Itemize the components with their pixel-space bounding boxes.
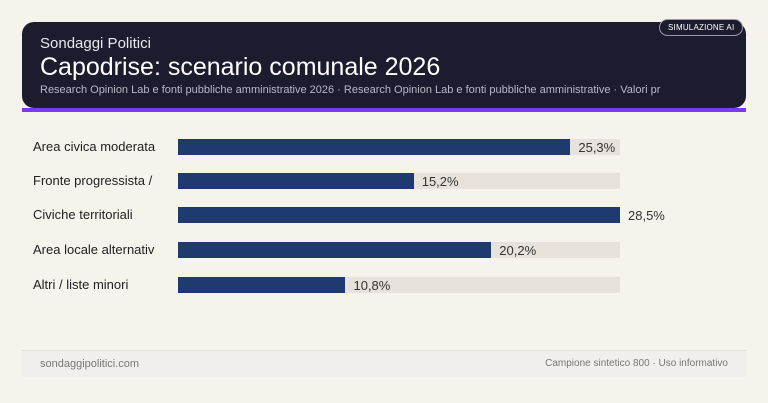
bar — [178, 173, 414, 189]
value-label: 20,2% — [499, 243, 537, 258]
bar-row: Area locale alternativ 20,2% — [0, 240, 768, 260]
footer: sondaggipolitici.com Campione sintetico … — [22, 350, 746, 377]
bar-row: Fronte progressista / 15,2% — [0, 171, 768, 191]
bar — [178, 242, 492, 258]
category-label: Fronte progressista / — [33, 173, 153, 188]
value-label: 25,3% — [578, 140, 616, 155]
bar-track — [178, 277, 620, 293]
value-label: 10,8% — [353, 278, 391, 293]
bar — [178, 139, 571, 155]
bar-row: Altri / liste minori 10,8% — [0, 275, 768, 295]
value-label: 28,5% — [628, 208, 665, 223]
bar-track — [178, 173, 620, 189]
footer-site: sondaggipolitici.com — [40, 358, 140, 370]
simulation-badge: SIMULAZIONE AI — [659, 19, 744, 36]
value-label: 15,2% — [421, 174, 459, 189]
kicker: Sondaggi Politici — [40, 35, 151, 52]
bar-track — [178, 139, 620, 155]
bar — [178, 207, 620, 223]
category-label: Area civica moderata — [33, 139, 156, 154]
bar-track — [178, 207, 620, 223]
category-label: Altri / liste minori — [33, 277, 129, 292]
bar-row: Area civica moderata 25,3% — [0, 137, 768, 157]
accent-line — [22, 108, 746, 112]
category-label: Civiche territoriali — [33, 207, 133, 222]
header-card: Sondaggi Politici Capodrise: scenario co… — [22, 22, 746, 108]
bar — [178, 277, 346, 293]
bar-row: Civiche territoriali 28,5% — [0, 205, 768, 225]
page-title: Capodrise: scenario comunale 2026 — [40, 53, 441, 81]
category-label: Area locale alternativ — [33, 242, 155, 257]
subtitle: Research Opinion Lab e fonti pubbliche a… — [40, 84, 661, 96]
footer-note: Campione sintetico 800 · Uso informativo — [545, 358, 728, 369]
bar-track — [178, 242, 620, 258]
